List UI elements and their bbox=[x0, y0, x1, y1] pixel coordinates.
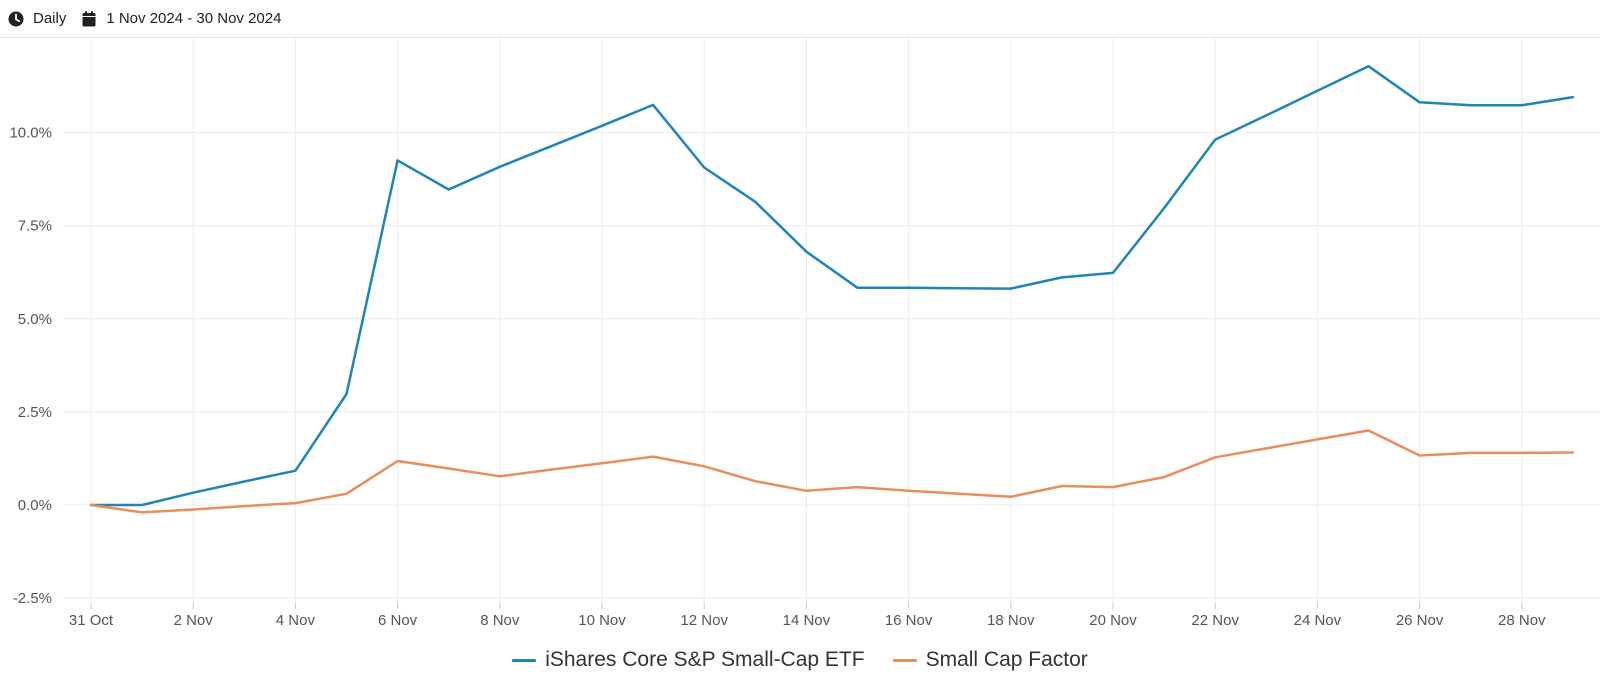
x-tick-label: 4 Nov bbox=[276, 612, 316, 629]
series-line-1 bbox=[89, 64, 1575, 507]
legend-swatch bbox=[512, 658, 537, 662]
y-tick-label: 10.0% bbox=[9, 125, 52, 142]
frequency-selector[interactable]: Daily bbox=[8, 10, 66, 27]
x-tick-label: 16 Nov bbox=[885, 612, 933, 629]
date-range-label: 1 Nov 2024 - 30 Nov 2024 bbox=[106, 10, 282, 27]
x-tick-label: 31 Oct bbox=[69, 612, 114, 629]
clock-icon bbox=[8, 11, 24, 26]
y-tick-label: -2.5% bbox=[13, 590, 52, 607]
chart-toolbar: Daily 1 Nov 2024 - 30 Nov 2024 bbox=[0, 0, 1600, 38]
y-tick-label: 2.5% bbox=[18, 404, 52, 421]
x-tick-label: 18 Nov bbox=[987, 612, 1035, 629]
x-tick-label: 6 Nov bbox=[378, 612, 418, 629]
x-tick-label: 24 Nov bbox=[1294, 612, 1342, 629]
legend-label: iShares Core S&P Small-Cap ETF bbox=[545, 648, 865, 671]
legend-swatch bbox=[892, 658, 917, 662]
y-tick-label: 0.0% bbox=[18, 497, 52, 514]
series-line-2 bbox=[89, 429, 1575, 514]
x-tick-label: 26 Nov bbox=[1396, 612, 1444, 629]
x-tick-label: 12 Nov bbox=[680, 612, 728, 629]
chart-legend: iShares Core S&P Small-Cap ETF Small Cap … bbox=[0, 648, 1600, 672]
legend-item-1[interactable]: iShares Core S&P Small-Cap ETF bbox=[512, 648, 865, 672]
x-tick-label: 28 Nov bbox=[1498, 612, 1546, 629]
calendar-icon bbox=[82, 10, 96, 26]
y-tick-label: 5.0% bbox=[18, 311, 52, 328]
x-tick-label: 2 Nov bbox=[174, 612, 214, 629]
legend-label: Small Cap Factor bbox=[925, 648, 1088, 671]
line-chart: -2.5% 0.0% 2.5% 5.0% 7.5% 10.0% 31 Oct 2 Nov 4 N… bbox=[9, 38, 1600, 629]
x-tick-label: 14 Nov bbox=[783, 612, 831, 629]
x-tick-label: 20 Nov bbox=[1089, 612, 1137, 629]
x-tick-label: 8 Nov bbox=[480, 612, 520, 629]
x-tick-label: 22 Nov bbox=[1191, 612, 1239, 629]
y-tick-label: 7.5% bbox=[18, 218, 52, 235]
legend-item-2[interactable]: Small Cap Factor bbox=[892, 648, 1088, 672]
frequency-label: Daily bbox=[33, 10, 67, 27]
date-range-selector[interactable]: 1 Nov 2024 - 30 Nov 2024 bbox=[82, 10, 281, 27]
x-tick-label: 10 Nov bbox=[578, 612, 626, 629]
